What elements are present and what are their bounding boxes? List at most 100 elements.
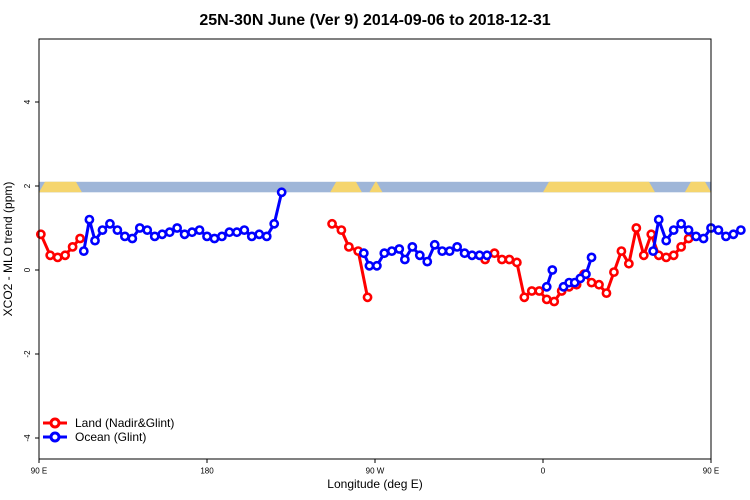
data-point	[276, 187, 287, 198]
data-point	[721, 231, 731, 242]
data-point	[60, 250, 71, 261]
band-land-3	[543, 181, 655, 193]
data-point	[142, 225, 153, 235]
data-point	[581, 269, 591, 280]
data-point	[586, 277, 597, 288]
data-point	[327, 218, 337, 229]
data-point	[414, 250, 425, 261]
x-tick-label: 0	[541, 467, 546, 476]
data-point	[52, 252, 63, 263]
data-point	[511, 257, 522, 268]
x-tick-label: 90 E	[31, 467, 47, 476]
data-point	[90, 235, 100, 246]
data-point	[668, 250, 679, 261]
data-point	[653, 214, 664, 225]
plot-frame	[38, 38, 712, 460]
x-tick-label: 90 W	[366, 467, 385, 476]
data-point	[187, 227, 197, 238]
data-point	[452, 241, 463, 252]
x-axis-label: Longitude (deg E)	[327, 477, 422, 491]
data-point	[407, 241, 418, 252]
data-point	[616, 246, 627, 256]
data-point	[157, 229, 168, 240]
data-point	[586, 252, 597, 263]
series-1	[78, 187, 746, 292]
band-land-4	[684, 181, 711, 193]
data-point	[422, 256, 433, 267]
data-point	[343, 241, 354, 252]
data-point	[119, 231, 130, 242]
data-point	[609, 267, 619, 277]
data-point	[386, 246, 397, 256]
data-point	[735, 225, 746, 235]
data-point	[127, 233, 138, 244]
data-point	[497, 254, 507, 265]
data-point	[661, 252, 672, 263]
band-land-2	[369, 181, 383, 193]
data-point	[164, 227, 175, 238]
data-point	[231, 227, 242, 238]
data-point	[399, 254, 410, 265]
data-point	[504, 254, 515, 265]
data-point	[437, 246, 448, 256]
legend-label-ocean: Ocean (Glint)	[75, 430, 146, 444]
data-point	[105, 218, 115, 229]
data-point	[112, 225, 123, 235]
legend-marker-land	[49, 417, 61, 429]
data-point	[541, 294, 552, 305]
data-point	[728, 229, 739, 240]
data-point	[429, 239, 440, 250]
data-point	[683, 233, 694, 244]
series-layer	[35, 187, 746, 307]
y-tick-label: 2	[23, 183, 32, 188]
data-point	[648, 246, 659, 256]
data-point	[474, 250, 485, 261]
data-point	[209, 233, 220, 244]
data-point	[254, 229, 265, 240]
data-point	[67, 241, 78, 252]
data-point	[676, 218, 687, 229]
data-point	[683, 225, 694, 235]
y-axis-label: XCO2 - MLO trend (ppm)	[1, 182, 15, 317]
data-point	[519, 292, 530, 303]
y-tick-label: -4	[23, 434, 32, 442]
data-point	[224, 227, 235, 238]
data-point	[179, 229, 190, 240]
data-point	[261, 231, 272, 242]
data-point	[594, 279, 604, 290]
data-point	[217, 231, 227, 242]
legend: Land (Nadir&Glint) Ocean (Glint)	[43, 416, 174, 444]
data-point	[35, 229, 46, 240]
data-point	[691, 231, 701, 242]
data-point	[358, 248, 369, 259]
data-point	[482, 250, 492, 261]
y-tick-label: -2	[23, 350, 32, 358]
data-point	[534, 286, 545, 296]
data-point	[394, 244, 405, 254]
data-point	[526, 286, 537, 296]
data-point	[379, 248, 390, 259]
data-point	[84, 214, 95, 225]
y-tick-label: 0	[23, 267, 32, 272]
data-point	[336, 225, 347, 235]
data-point	[601, 288, 612, 298]
land-mask-band	[39, 181, 711, 193]
data-point	[547, 265, 558, 275]
legend-marker-ocean	[49, 431, 61, 443]
data-point	[45, 250, 56, 261]
band-land-1	[330, 181, 362, 193]
data-point	[149, 231, 160, 242]
data-point	[623, 258, 634, 269]
data-point	[459, 248, 470, 259]
data-point	[202, 231, 212, 242]
data-point	[549, 296, 560, 307]
data-point	[239, 225, 250, 235]
data-point	[698, 233, 709, 244]
data-point	[467, 250, 477, 261]
data-point	[661, 235, 672, 246]
x-tick-label: 180	[200, 467, 214, 476]
data-point	[631, 223, 642, 233]
data-point	[75, 233, 85, 244]
data-point	[676, 241, 687, 252]
